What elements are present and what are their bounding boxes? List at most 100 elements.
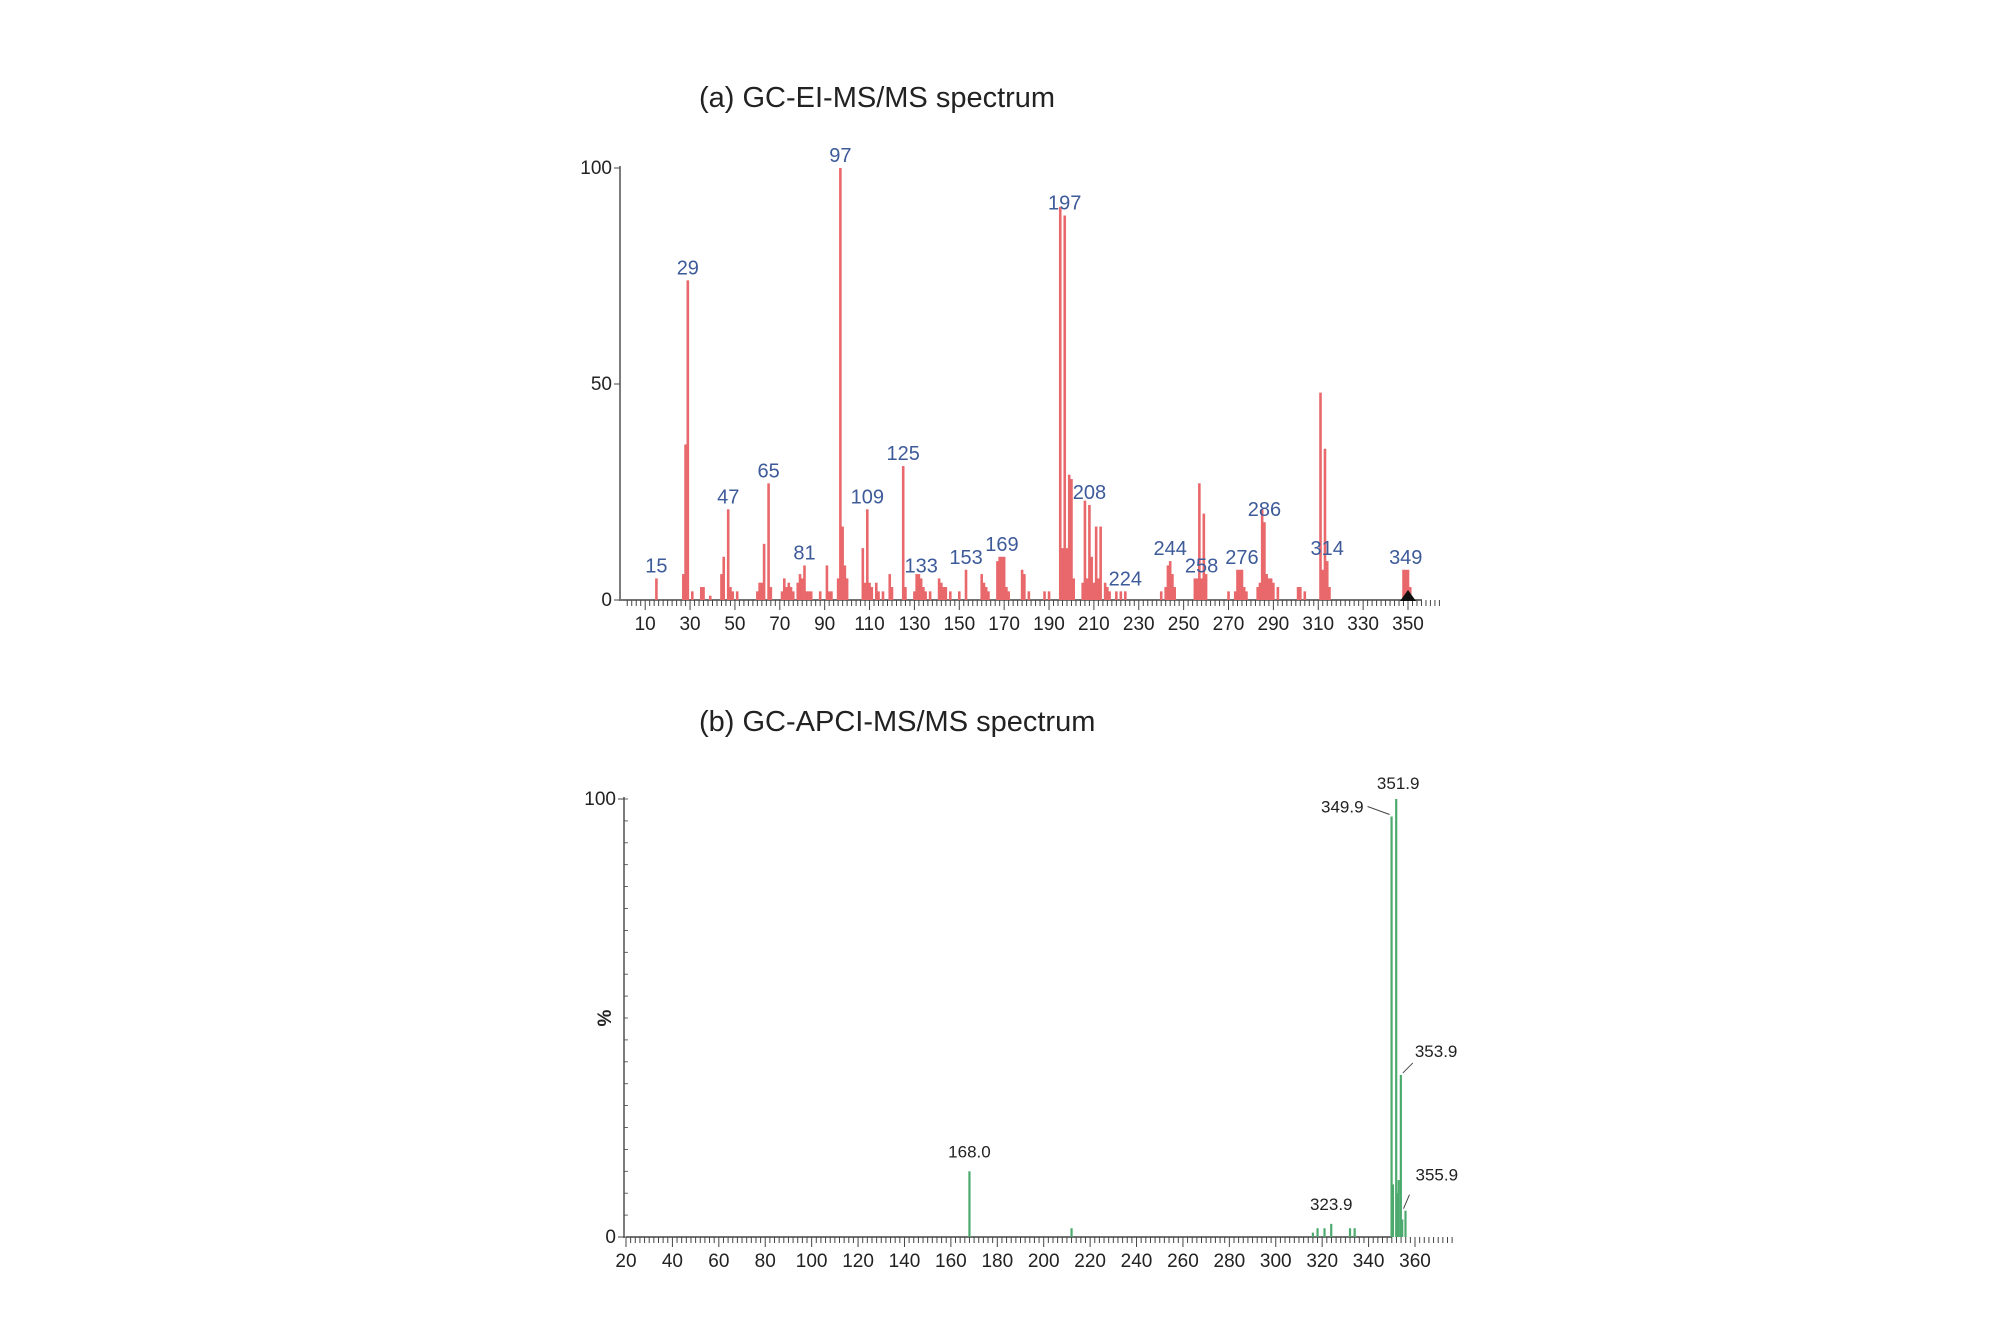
peak-bar <box>807 591 811 600</box>
peak-bar <box>699 587 703 600</box>
peak-bar <box>1236 569 1239 600</box>
x-tick-label: 290 <box>1258 614 1290 635</box>
peak-bar <box>1328 587 1331 600</box>
peak-bar <box>1168 561 1172 600</box>
peak-bar <box>1299 587 1302 600</box>
peak-bar <box>922 587 925 600</box>
x-tick-label: 140 <box>889 1251 921 1272</box>
peak-bar <box>1099 526 1102 600</box>
x-tick-label: 320 <box>1306 1251 1338 1272</box>
peak-bar <box>1119 591 1123 600</box>
peak-bar <box>735 591 739 600</box>
x-tick-label: 90 <box>814 614 835 635</box>
peak-bar <box>917 574 921 600</box>
peak-bar <box>1240 569 1244 600</box>
peak-bar <box>1083 500 1087 600</box>
peak-bar <box>1020 569 1024 600</box>
x-tick-label: 200 <box>1028 1251 1060 1272</box>
peak-bar <box>1166 565 1170 600</box>
y-tick-label: 100 <box>580 158 612 179</box>
peak-label: 153 <box>949 547 982 569</box>
x-tick-label: 350 <box>1392 614 1424 635</box>
peak-bar <box>1311 1232 1314 1237</box>
y-tick-label: 0 <box>601 590 612 611</box>
peak-label: 109 <box>851 486 884 508</box>
peak-bar <box>1321 569 1325 600</box>
peak-bar <box>1348 1228 1352 1237</box>
peak-label: 168.0 <box>948 1142 991 1161</box>
peak-label: 353.9 <box>1415 1042 1458 1061</box>
x-tick-label: 110 <box>854 614 884 635</box>
peak-bar <box>1070 1228 1073 1237</box>
peak-bar <box>1276 587 1280 600</box>
y-tick-label: 50 <box>591 374 612 395</box>
peak-label: 349.9 <box>1321 798 1364 817</box>
chart-b-apci-spectrum: 20 40 60 80 100 120 140 160 180 200 220 240 260 280 30… <box>584 774 1458 1272</box>
x-tick-label: 220 <box>1074 1251 1106 1272</box>
peak-bar <box>940 582 943 600</box>
x-tick-label: 250 <box>1168 614 1200 635</box>
peak-bar <box>803 565 806 600</box>
peak-bar <box>729 587 732 600</box>
peak-bar <box>1058 206 1062 600</box>
peak-bar <box>1171 574 1174 600</box>
peak-bar <box>720 574 723 600</box>
peak-bar <box>1097 578 1100 600</box>
peak-bar <box>767 483 770 600</box>
x-tick-label: 210 <box>1078 614 1110 635</box>
label-leader-line <box>1402 1062 1414 1074</box>
peak-bar <box>1296 587 1300 600</box>
peak-bar <box>881 591 885 600</box>
peak-bar <box>877 591 880 600</box>
peak-bar <box>1323 448 1327 600</box>
peak-bar <box>1085 578 1089 600</box>
peak-bar <box>874 582 878 600</box>
peak-bar <box>982 582 986 600</box>
peak-bar <box>901 466 905 600</box>
peak-bar <box>1164 587 1167 600</box>
x-tick-label: 150 <box>943 614 975 635</box>
peak-bar <box>1043 591 1046 600</box>
x-tick-label: 340 <box>1353 1251 1385 1272</box>
peak-bar <box>1316 1228 1319 1237</box>
peak-bar <box>928 591 932 600</box>
peak-bar <box>1198 483 1201 600</box>
peak-bar <box>1260 509 1264 600</box>
peak-bar <box>791 591 795 600</box>
peak-label: 244 <box>1153 538 1186 560</box>
peak-bar <box>924 591 927 600</box>
y-tick-label: 0 <box>605 1227 616 1248</box>
peak-label: 349 <box>1389 547 1422 569</box>
peak-bar <box>825 565 829 600</box>
peak-bar <box>1265 574 1268 600</box>
x-tick-label: 260 <box>1167 1251 1199 1272</box>
peak-bar <box>987 591 990 600</box>
peak-bar <box>758 582 761 600</box>
peak-bar <box>684 444 687 600</box>
peak-label: 133 <box>904 555 937 577</box>
peak-bar <box>868 582 871 600</box>
peak-bar <box>1005 587 1008 600</box>
peak-bar <box>964 569 968 600</box>
peak-bar <box>1263 522 1266 600</box>
peak-bar <box>1159 591 1163 600</box>
peak-bar <box>1023 574 1026 600</box>
peak-bar <box>904 587 907 600</box>
x-tick-label: 30 <box>679 614 700 635</box>
peak-bar <box>839 168 842 600</box>
peak-label: 65 <box>757 460 779 482</box>
peak-bar <box>1319 392 1322 600</box>
x-tick-label: 80 <box>755 1251 776 1272</box>
peak-bar <box>1067 474 1071 600</box>
label-leader-line <box>1367 806 1390 815</box>
peak-bar <box>726 509 730 600</box>
peak-bar <box>1108 591 1111 600</box>
peak-bar <box>1272 582 1275 600</box>
chart-a-ei-spectrum: 10 30 50 70 90 110 130 150 170 190 210 230 250 270 290… <box>580 145 1440 635</box>
peak-label: 169 <box>985 534 1018 556</box>
peak-bar <box>1092 582 1096 600</box>
peak-bar <box>1007 591 1010 600</box>
peak-bar <box>1200 578 1203 600</box>
peak-label: 355.9 <box>1415 1166 1458 1185</box>
